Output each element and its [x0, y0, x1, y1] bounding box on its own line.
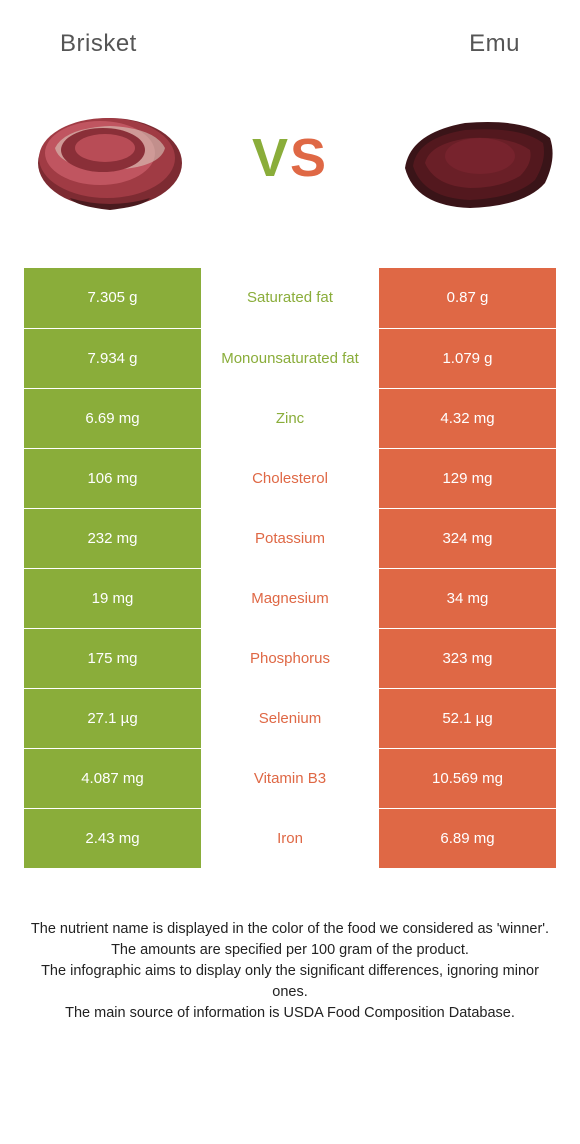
- value-left: 19 mg: [24, 568, 201, 628]
- value-right: 129 mg: [379, 448, 556, 508]
- brisket-image: [25, 98, 195, 218]
- value-right: 6.89 mg: [379, 808, 556, 868]
- footer-line: The main source of information is USDA F…: [24, 1003, 556, 1024]
- nutrient-label: Potassium: [201, 508, 379, 568]
- table-row: 175 mgPhosphorus323 mg: [24, 628, 556, 688]
- value-left: 6.69 mg: [24, 388, 201, 448]
- footer-line: The amounts are specified per 100 gram o…: [24, 940, 556, 961]
- nutrient-label: Selenium: [201, 688, 379, 748]
- value-right: 323 mg: [379, 628, 556, 688]
- vs-v: V: [252, 128, 290, 188]
- value-left: 7.934 g: [24, 328, 201, 388]
- footer-notes: The nutrient name is displayed in the co…: [0, 869, 580, 1024]
- title-left: Brisket: [60, 30, 137, 58]
- value-right: 34 mg: [379, 568, 556, 628]
- value-right: 324 mg: [379, 508, 556, 568]
- nutrient-label: Saturated fat: [201, 268, 379, 328]
- value-left: 175 mg: [24, 628, 201, 688]
- value-right: 52.1 µg: [379, 688, 556, 748]
- value-left: 4.087 mg: [24, 748, 201, 808]
- value-left: 232 mg: [24, 508, 201, 568]
- value-right: 0.87 g: [379, 268, 556, 328]
- header: Brisket Emu: [0, 0, 580, 58]
- footer-line: The infographic aims to display only the…: [24, 961, 556, 1003]
- footer-line: The nutrient name is displayed in the co…: [24, 919, 556, 940]
- nutrient-label: Monounsaturated fat: [201, 328, 379, 388]
- table-row: 106 mgCholesterol129 mg: [24, 448, 556, 508]
- table-row: 7.934 gMonounsaturated fat1.079 g: [24, 328, 556, 388]
- table-row: 232 mgPotassium324 mg: [24, 508, 556, 568]
- value-left: 106 mg: [24, 448, 201, 508]
- value-left: 27.1 µg: [24, 688, 201, 748]
- table-row: 7.305 gSaturated fat0.87 g: [24, 268, 556, 328]
- value-right: 10.569 mg: [379, 748, 556, 808]
- nutrient-label: Vitamin B3: [201, 748, 379, 808]
- nutrient-label: Magnesium: [201, 568, 379, 628]
- value-right: 1.079 g: [379, 328, 556, 388]
- vs-label: VS: [252, 131, 328, 185]
- nutrient-label: Phosphorus: [201, 628, 379, 688]
- vs-s: S: [290, 128, 328, 188]
- value-right: 4.32 mg: [379, 388, 556, 448]
- table-row: 27.1 µgSelenium52.1 µg: [24, 688, 556, 748]
- table-row: 6.69 mgZinc4.32 mg: [24, 388, 556, 448]
- nutrient-label: Zinc: [201, 388, 379, 448]
- emu-image: [385, 98, 555, 218]
- value-left: 2.43 mg: [24, 808, 201, 868]
- table-row: 19 mgMagnesium34 mg: [24, 568, 556, 628]
- nutrient-label: Iron: [201, 808, 379, 868]
- hero-row: VS: [0, 58, 580, 268]
- table-row: 4.087 mgVitamin B310.569 mg: [24, 748, 556, 808]
- nutrient-table: 7.305 gSaturated fat0.87 g7.934 gMonouns…: [24, 268, 556, 869]
- table-row: 2.43 mgIron6.89 mg: [24, 808, 556, 868]
- title-right: Emu: [469, 30, 520, 58]
- value-left: 7.305 g: [24, 268, 201, 328]
- nutrient-label: Cholesterol: [201, 448, 379, 508]
